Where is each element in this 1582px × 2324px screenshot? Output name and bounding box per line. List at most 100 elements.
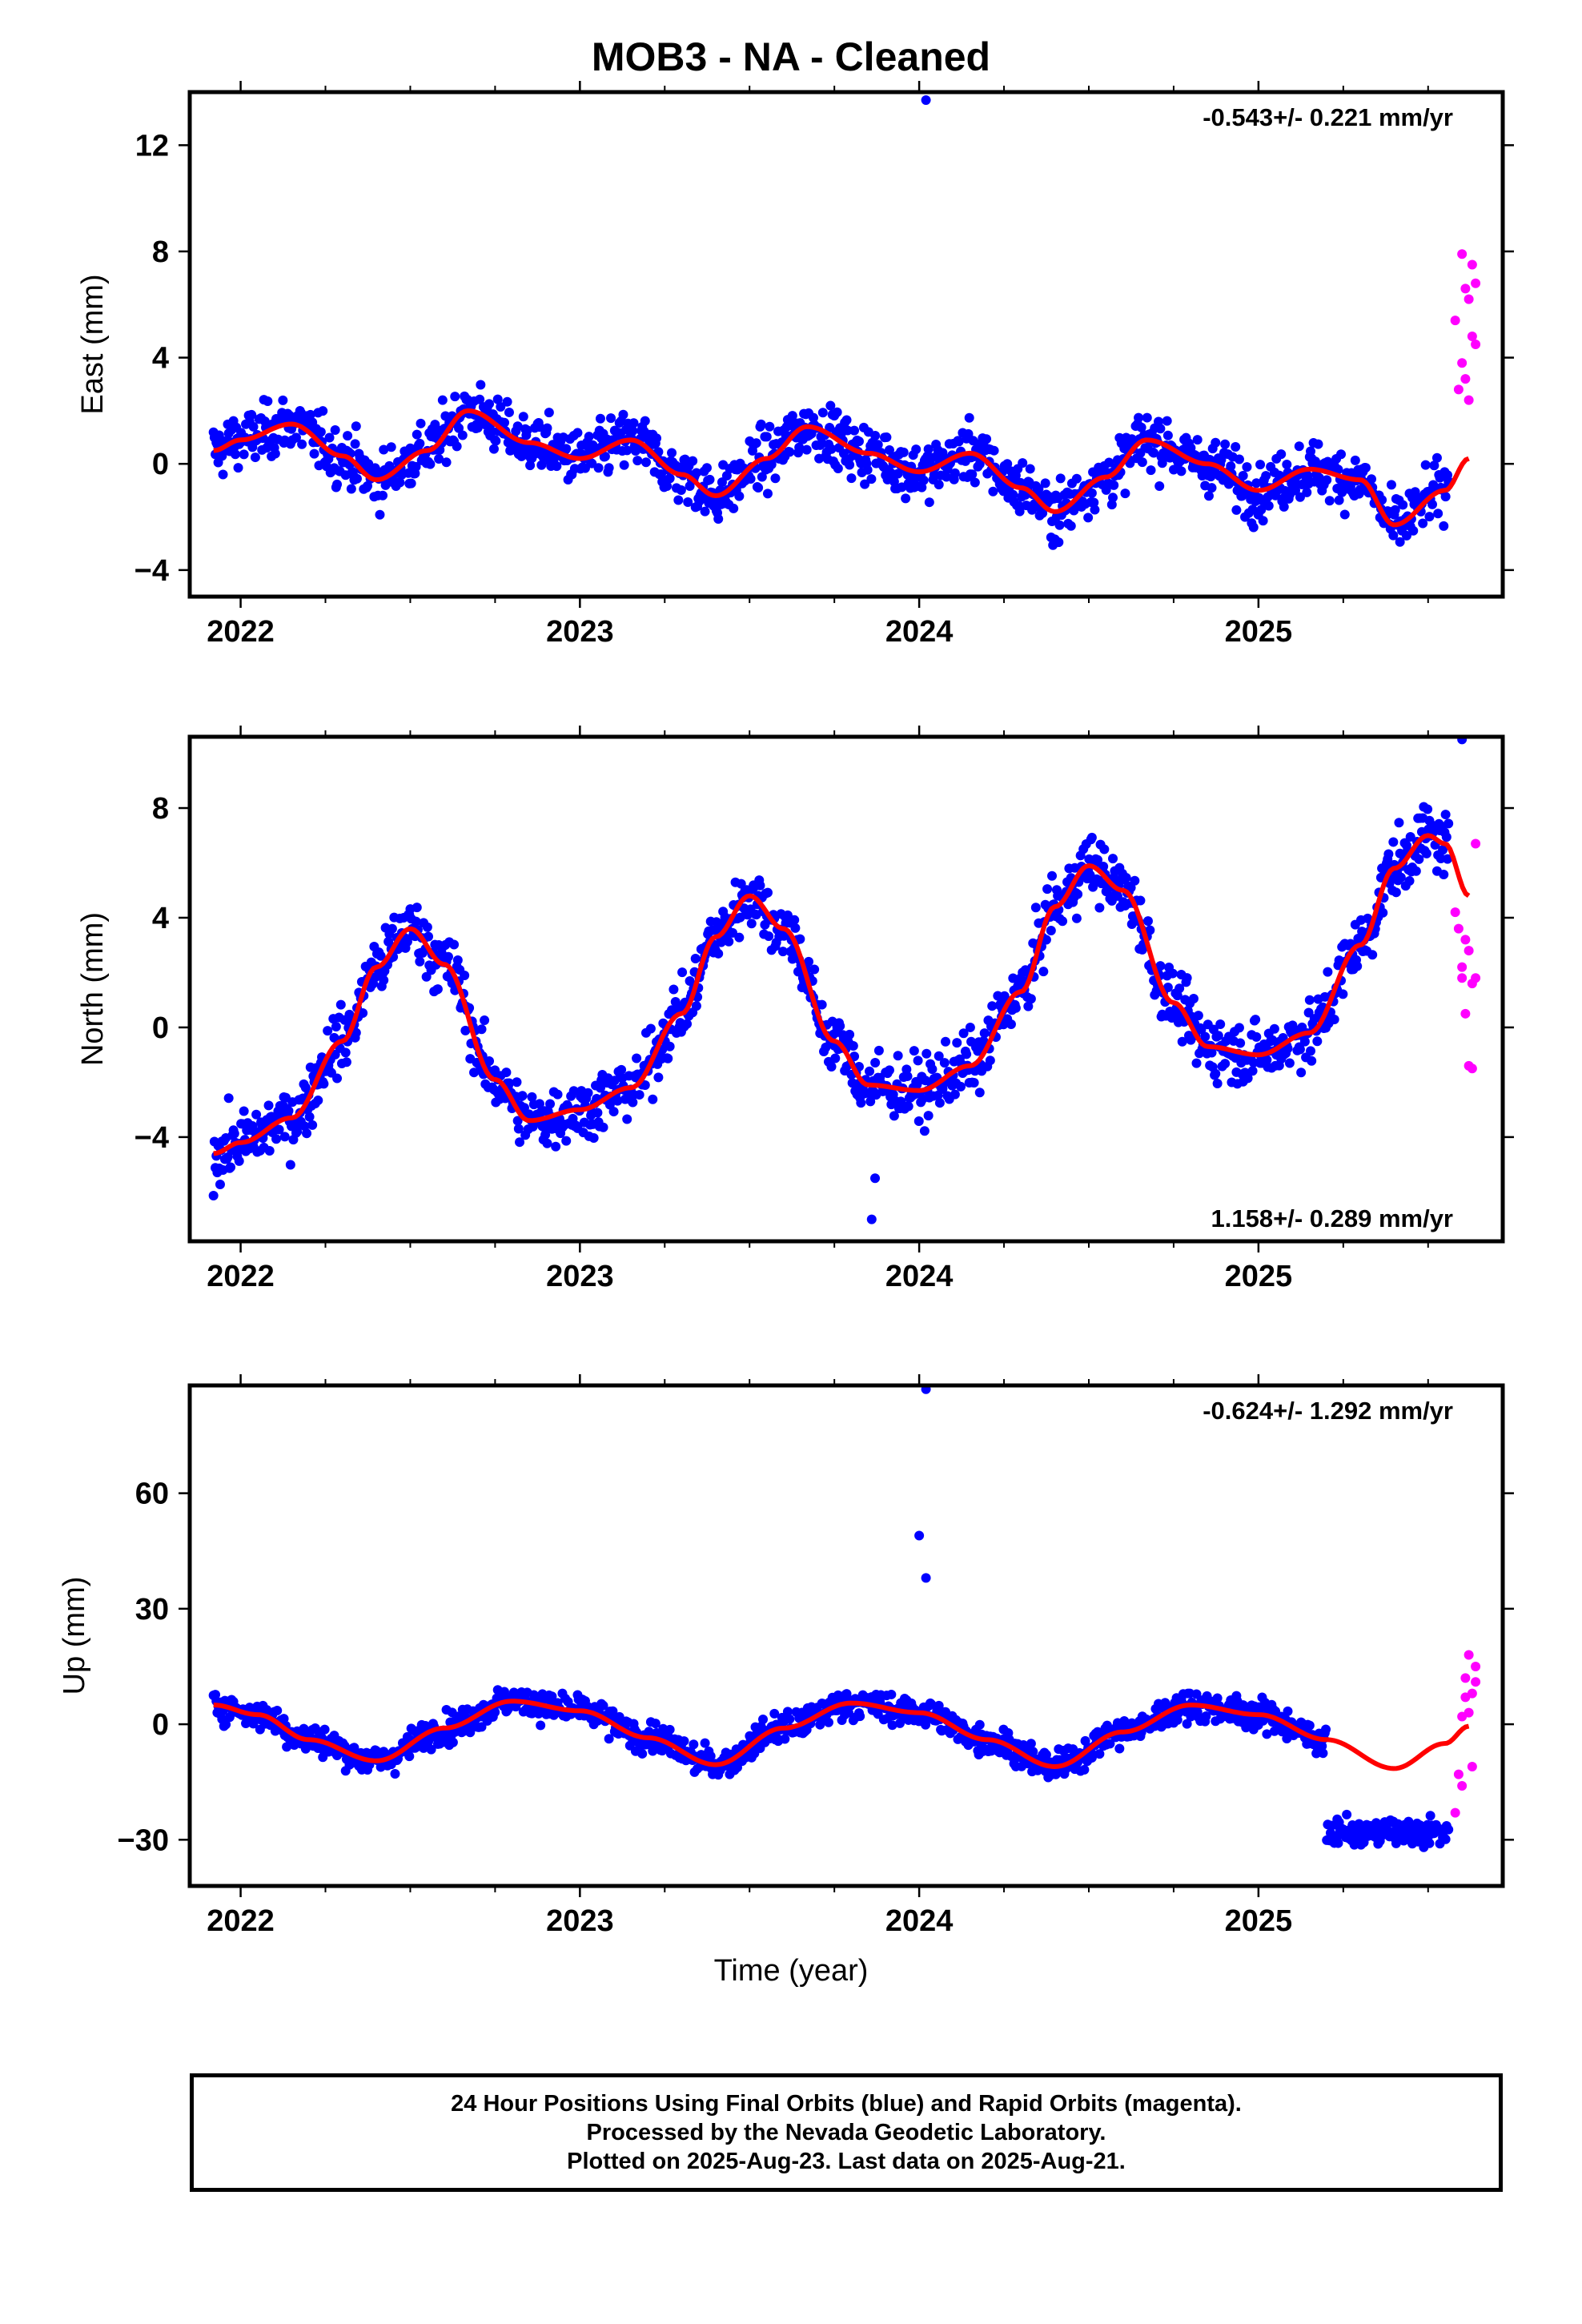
final-orbit-point: [1342, 1809, 1352, 1819]
final-orbit-point: [734, 491, 745, 501]
rapid-orbit-point: [1450, 316, 1460, 326]
final-orbit-point: [1125, 458, 1135, 468]
final-orbit-point: [291, 432, 301, 443]
x-tick-label: 2025: [1225, 1904, 1293, 1938]
velocity-rate-label: -0.624+/- 1.292 mm/yr: [1203, 1397, 1453, 1425]
final-orbit-point: [729, 503, 739, 513]
final-orbit-point: [480, 1015, 490, 1026]
footer-line-1: 24 Hour Positions Using Final Orbits (bl…: [451, 2091, 1242, 2117]
final-orbit-point: [757, 472, 767, 482]
final-orbit-point: [1279, 501, 1289, 512]
final-orbit-point: [426, 1744, 436, 1755]
rapid-orbit-point: [1457, 962, 1468, 972]
final-orbit-point: [628, 1097, 638, 1108]
y-axis-label: Up (mm): [58, 1577, 91, 1695]
final-orbit-point: [789, 915, 800, 925]
final-orbit-point: [1071, 913, 1082, 923]
final-orbit-point: [889, 1111, 899, 1121]
final-orbit-point: [705, 474, 715, 485]
final-orbit-point: [921, 1573, 931, 1583]
rapid-orbit-point: [1467, 1688, 1477, 1699]
final-orbit-point: [987, 1001, 998, 1011]
final-orbit-point: [595, 413, 605, 424]
final-orbit-point: [808, 412, 818, 423]
final-orbit-point: [974, 1088, 985, 1098]
final-orbit-point: [855, 1711, 865, 1722]
final-orbit-point: [1162, 430, 1173, 440]
final-orbit-point: [1295, 492, 1305, 502]
y-tick-label: −30: [118, 1823, 169, 1857]
final-orbit-point: [1429, 460, 1439, 471]
final-orbit-point: [332, 479, 343, 489]
final-orbit-point: [593, 463, 604, 473]
velocity-rate-label: -0.543+/- 0.221 mm/yr: [1203, 103, 1453, 131]
final-orbit-point: [1360, 463, 1371, 473]
final-orbit-point: [1312, 1036, 1323, 1047]
rapid-orbit-point: [1467, 332, 1477, 342]
final-orbit-point: [1130, 875, 1140, 886]
final-orbit-point: [1162, 983, 1173, 993]
final-orbit-point: [1215, 1019, 1226, 1030]
final-orbit-point: [884, 1065, 894, 1076]
final-orbit-point: [705, 1751, 716, 1761]
final-orbit-point: [761, 432, 772, 442]
final-orbit-point: [475, 394, 485, 404]
final-orbit-point: [536, 460, 547, 470]
final-orbit-point: [460, 1025, 471, 1035]
final-orbit-point: [804, 956, 814, 967]
final-orbit-point: [363, 480, 373, 491]
final-orbit-point: [637, 1748, 648, 1759]
final-orbit-point: [1424, 512, 1435, 522]
final-orbit-point: [942, 472, 952, 482]
final-orbit-point: [1339, 509, 1350, 520]
final-orbit-point: [1251, 478, 1262, 489]
final-orbit-point: [963, 428, 974, 439]
final-orbit-point: [1176, 466, 1186, 476]
final-orbit-point: [1191, 1058, 1202, 1068]
final-orbit-point: [1391, 887, 1401, 898]
final-orbit-point: [1243, 1073, 1253, 1084]
final-orbit-point: [1112, 891, 1122, 901]
final-orbit-point: [1440, 492, 1451, 502]
final-orbit-point: [390, 1768, 400, 1779]
final-orbit-point: [412, 429, 422, 440]
final-orbit-point: [1134, 412, 1144, 423]
final-orbit-point: [544, 408, 554, 418]
final-orbit-point: [701, 463, 712, 473]
final-orbit-point: [229, 1128, 239, 1139]
final-orbit-point: [1093, 854, 1103, 865]
final-orbit-point: [424, 931, 434, 942]
final-orbit-point: [1193, 1011, 1203, 1021]
final-orbit-point: [1345, 939, 1355, 949]
model-fit-line: [213, 1699, 1470, 1771]
final-orbit-point: [679, 1736, 689, 1747]
final-orbit-point: [1203, 491, 1214, 501]
final-orbit-point: [777, 947, 788, 957]
final-orbit-point: [1425, 1811, 1435, 1821]
final-orbit-point: [902, 1071, 913, 1081]
rapid-orbit-point: [1464, 1650, 1474, 1660]
final-orbit-point: [561, 444, 572, 454]
final-orbit-point: [358, 1008, 368, 1019]
final-orbit-point: [764, 931, 774, 942]
final-orbit-point: [770, 473, 781, 484]
y-tick-label: 4: [152, 902, 169, 935]
final-orbit-point: [662, 480, 673, 491]
final-orbit-point: [682, 1019, 693, 1029]
final-orbit-point: [411, 916, 421, 927]
final-orbit-point: [673, 495, 684, 505]
rapid-orbit-point: [1464, 395, 1474, 405]
final-orbit-point: [270, 448, 280, 459]
final-orbit-point: [476, 1024, 487, 1035]
final-orbit-point: [1034, 484, 1044, 494]
final-orbit-point: [449, 939, 460, 950]
final-orbit-point: [1135, 895, 1146, 906]
final-orbit-point: [954, 436, 964, 447]
final-orbit-point: [1334, 495, 1344, 505]
final-orbit-point: [1235, 1038, 1246, 1048]
final-orbit-point: [612, 1096, 623, 1106]
final-orbit-point: [598, 1122, 608, 1132]
final-orbit-point: [1104, 457, 1114, 468]
final-orbit-point: [974, 1719, 985, 1730]
chart-title: MOB3 - NA - Cleaned: [591, 34, 991, 79]
